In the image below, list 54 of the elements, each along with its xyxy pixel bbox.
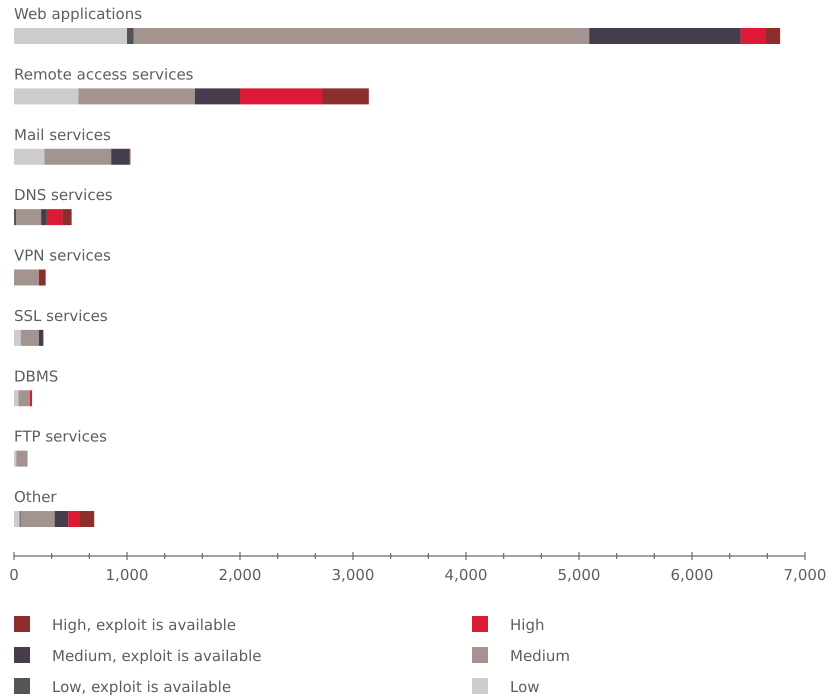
y-tick-label: SSL services [14, 306, 108, 325]
bar [80, 511, 94, 527]
bar [20, 330, 39, 346]
bar [322, 88, 369, 104]
bar [14, 28, 127, 44]
bar [46, 209, 63, 226]
legend-label: High [510, 616, 544, 634]
bar [44, 148, 112, 165]
bar [16, 209, 42, 226]
y-tick-label: Mail services [14, 126, 111, 144]
legend-label: High, exploit is available [52, 616, 236, 634]
legend-label: Medium [510, 647, 570, 665]
bar [16, 450, 28, 467]
bar [62, 209, 72, 226]
legend-label: Low, exploit is available [52, 678, 232, 696]
y-tick-label: Other [14, 488, 58, 506]
bar [78, 88, 195, 104]
bar [38, 330, 44, 346]
bar [765, 28, 780, 44]
bar [589, 28, 741, 44]
y-tick-label: DNS services [14, 186, 113, 204]
bar [18, 390, 30, 406]
bar [134, 28, 590, 44]
bar [41, 209, 47, 226]
y-tick-label: VPN services [14, 246, 112, 264]
bar [14, 390, 19, 406]
bar [194, 88, 240, 104]
legend-label: Medium, exploit is available [52, 647, 262, 665]
x-tick-label: 1,000 [106, 566, 148, 584]
bar [14, 148, 45, 165]
x-tick-label: 0 [9, 566, 19, 584]
bar [20, 511, 55, 527]
bar [127, 28, 134, 44]
legend-label: Low [510, 678, 540, 696]
x-tick-label: 7,000 [784, 566, 826, 584]
y-tick-label: Remote access services [14, 65, 194, 84]
x-tick-label: 3,000 [332, 566, 374, 584]
x-tick-label: 2,000 [218, 566, 262, 584]
bar [68, 511, 80, 527]
bar [38, 270, 46, 286]
y-tick-label: DBMS [14, 367, 58, 386]
y-tick-label: Web applications [14, 5, 142, 23]
bar [14, 511, 20, 527]
x-tick-label: 6,000 [670, 566, 714, 584]
bar [14, 88, 78, 104]
bar [740, 28, 766, 44]
bar [14, 270, 39, 286]
bar [14, 330, 21, 346]
x-tick-label: 4,000 [444, 566, 488, 584]
x-tick-label: 5,000 [558, 566, 600, 584]
y-tick-label: FTP services [14, 428, 108, 446]
bar [54, 511, 68, 527]
bar [111, 148, 130, 165]
bar [240, 88, 322, 104]
